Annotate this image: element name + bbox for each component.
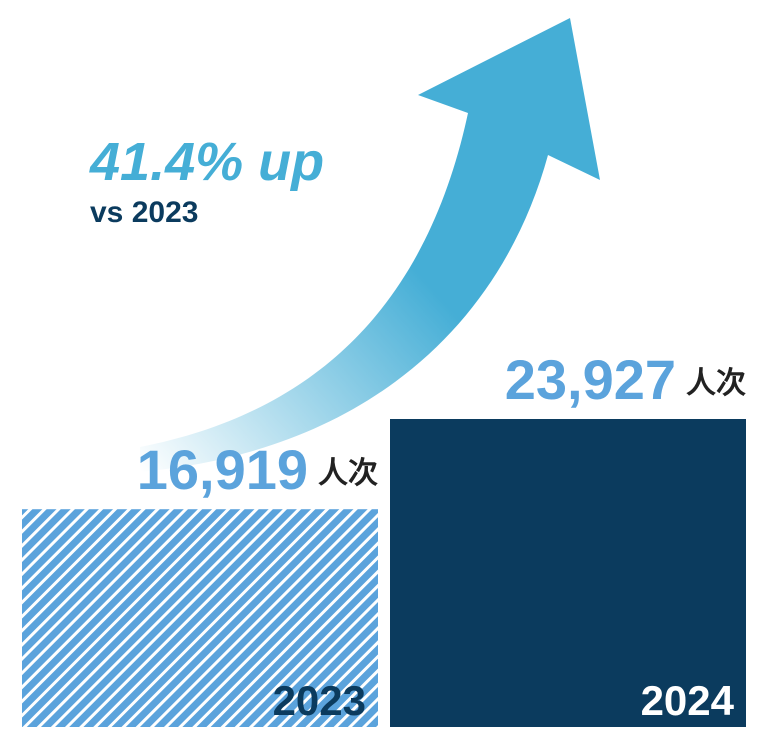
value-unit: 人次 bbox=[318, 457, 378, 490]
value-label: 16,919 bbox=[137, 438, 308, 501]
growth-annotation: 41.4% up bbox=[89, 132, 324, 192]
value-unit: 人次 bbox=[686, 367, 746, 400]
bar bbox=[390, 419, 746, 727]
category-label: 2023 bbox=[273, 677, 366, 724]
growth-arrow bbox=[140, 18, 600, 472]
bar bbox=[22, 509, 378, 727]
comparison-annotation: vs 2023 bbox=[90, 196, 198, 229]
category-label: 2024 bbox=[641, 677, 735, 724]
value-label: 23,927 bbox=[505, 348, 676, 411]
